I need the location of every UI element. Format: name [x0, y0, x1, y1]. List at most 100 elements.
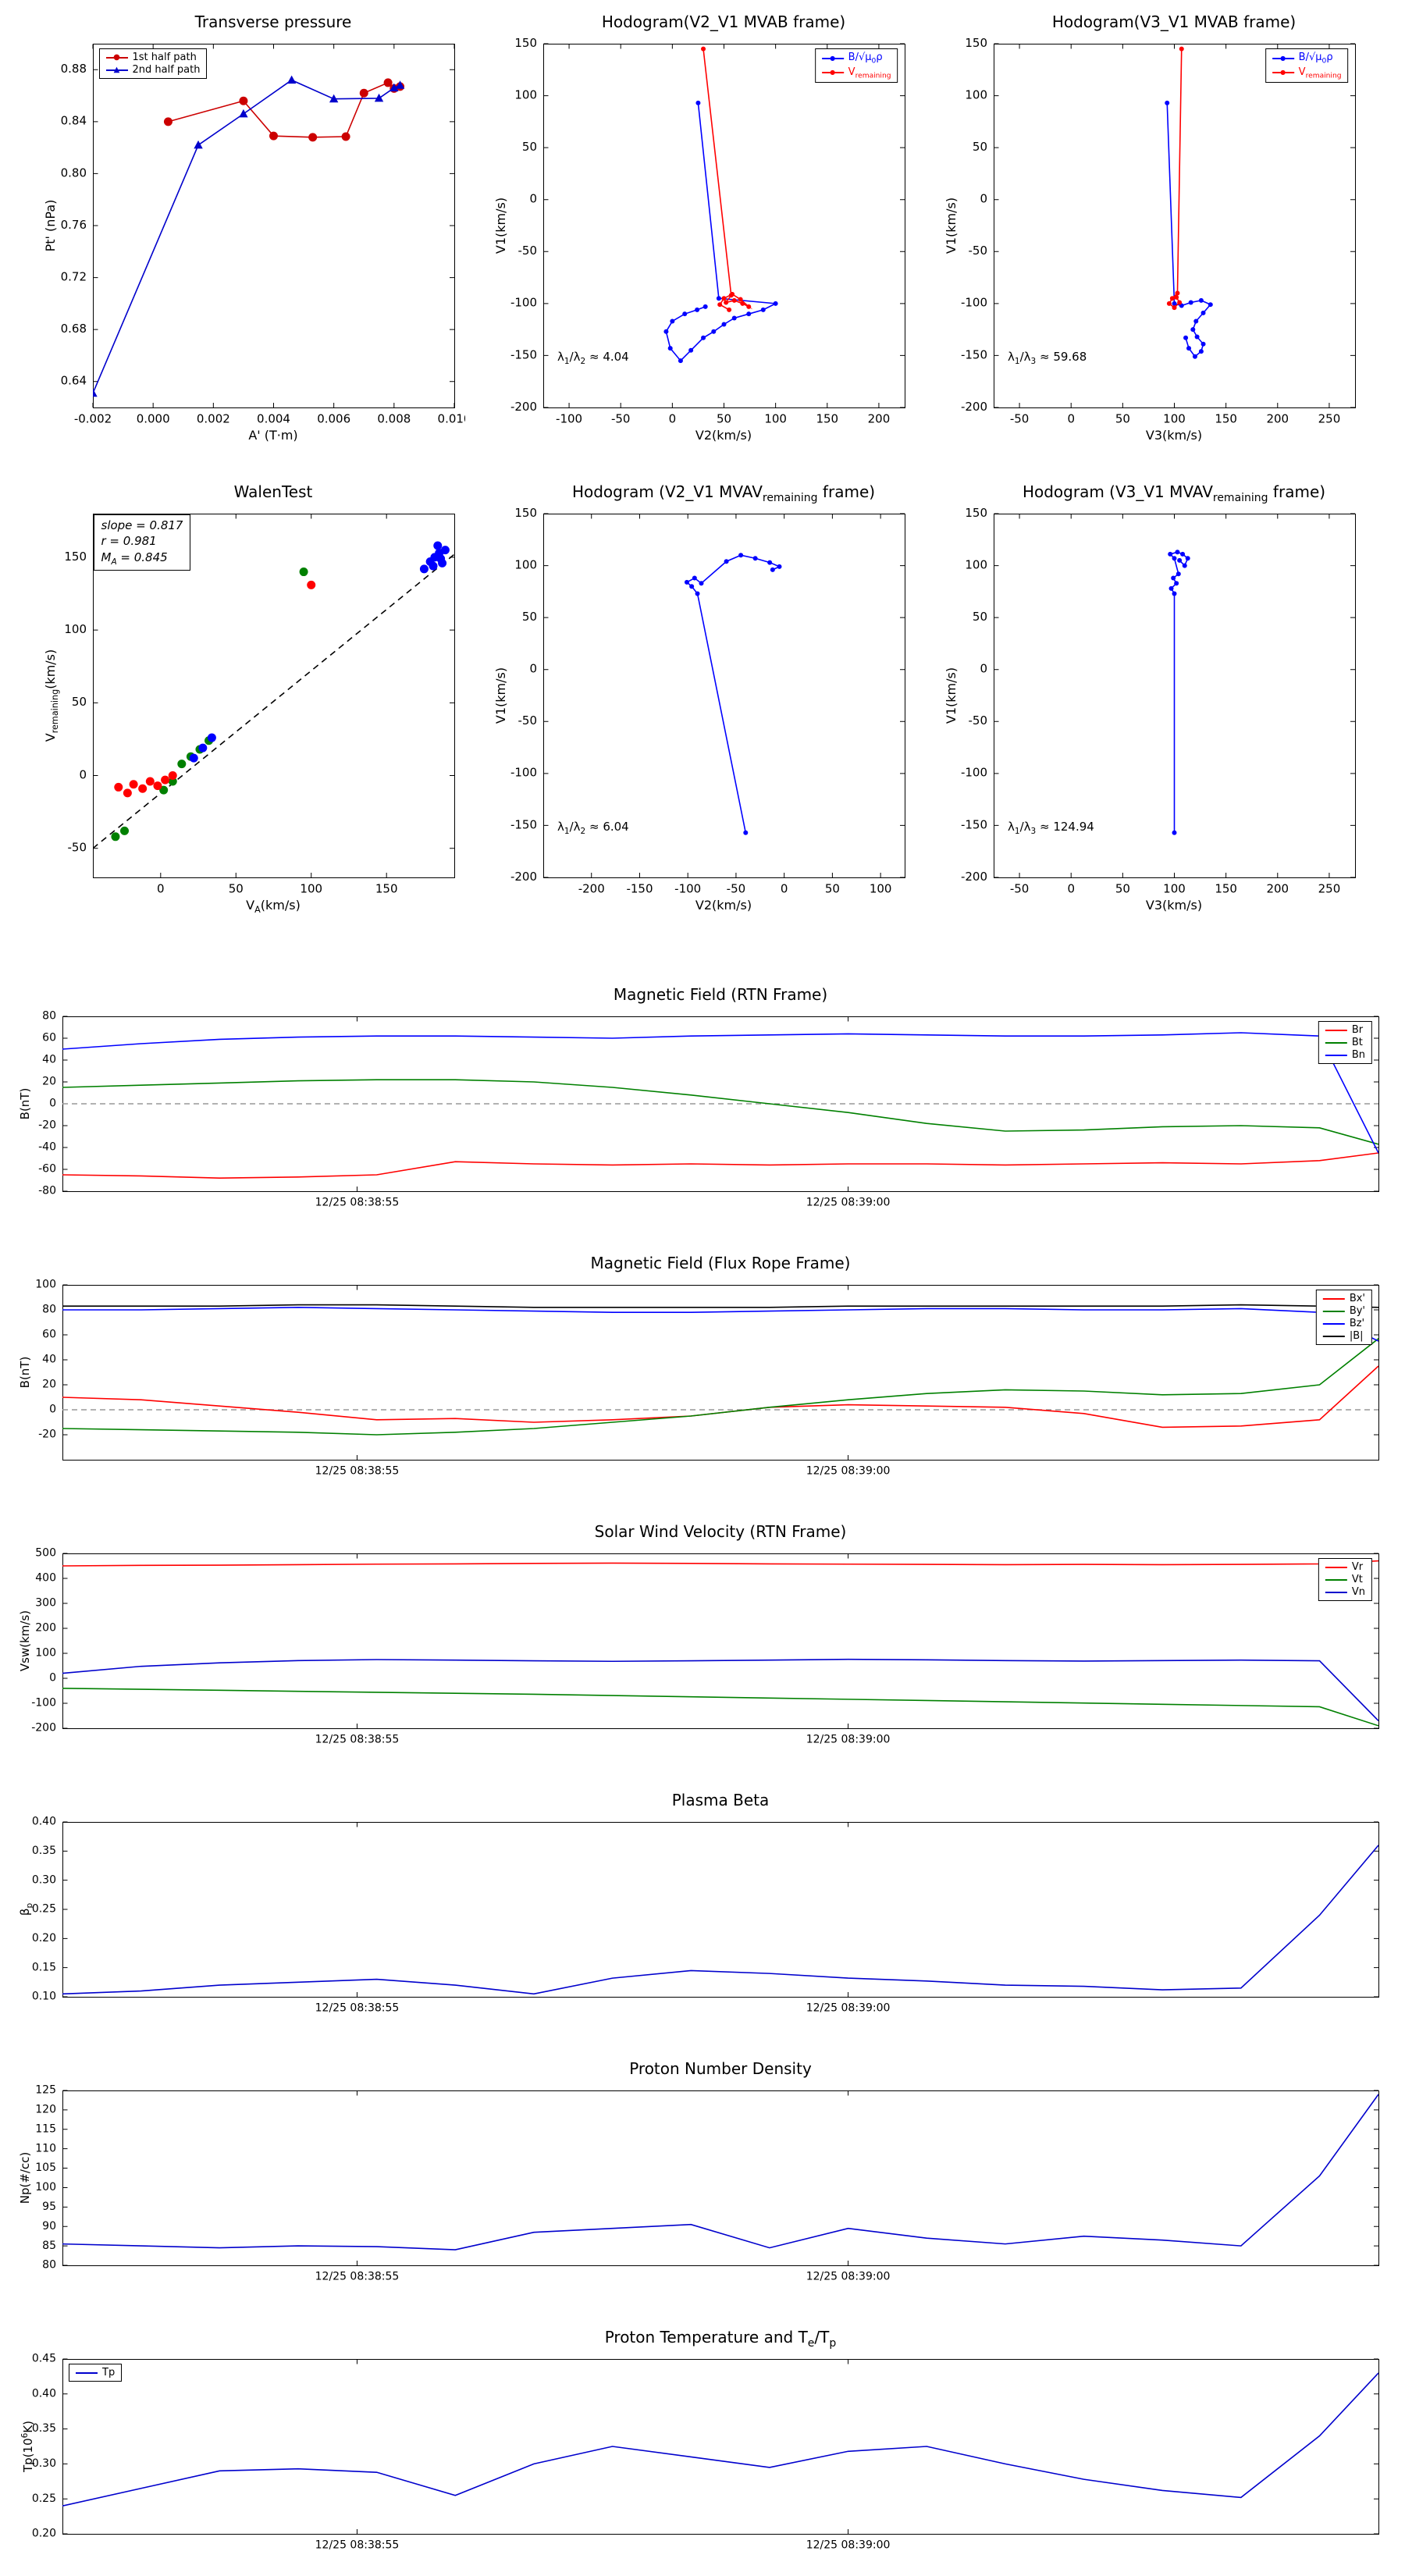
solar-wind-velocity-legend: Vr Vt Vn: [1318, 1558, 1372, 1601]
transverse-pressure-plot-area: Pt' (nPa) A' (T·m) ● 1st half path ▲ 2nd half…: [39, 36, 465, 445]
walen-test-plot-area: Vremaining(km/s) VA(km/s) slope = 0.817 r =…: [39, 506, 465, 916]
chart-proton-temperature: Proton Temperature and Te/Tp Tp(106K) Tp: [14, 2326, 1391, 2560]
proton-number-density-canvas: [14, 2083, 1391, 2292]
legend-line: [1325, 1578, 1347, 1581]
hodogram-v3v1-mvav-annotation: λ1/λ3 ≈ 124.94: [1008, 820, 1094, 837]
dot-marker-icon: ●: [830, 69, 836, 76]
legend-line-sample: ●: [1272, 68, 1294, 77]
transverse-pressure-xlabel: A' (T·m): [248, 428, 298, 443]
walen-test-stats-line: MA = 0.845: [101, 550, 168, 567]
legend-label: Vremaining: [1298, 66, 1342, 80]
legend-line-sample: ●: [1272, 54, 1294, 63]
transverse-pressure-canvas: [39, 36, 465, 445]
plasma-beta-title: Plasma Beta: [671, 1791, 770, 1809]
legend-line: [1325, 1591, 1347, 1593]
magnetic-field-rtn-legend-item: Bn: [1325, 1049, 1365, 1061]
legend-line: [1322, 1297, 1345, 1300]
legend-line-sample: [1325, 1563, 1347, 1572]
walen-test-stats-box: slope = 0.817 r = 0.981 MA = 0.845: [93, 514, 191, 571]
hodogram-v3v1-mvav-ylabel: V1(km/s): [943, 667, 959, 724]
legend-line: [1325, 1041, 1347, 1044]
solar-wind-velocity-legend-item: Vn: [1325, 1586, 1365, 1598]
magnetic-field-flux-rope-plot-area: B(nT) Bx' By' Bz' |B|: [14, 1277, 1391, 1486]
walen-test-xlabel: VA(km/s): [246, 898, 301, 916]
legend-line: [1272, 72, 1294, 74]
hodogram-v2v1-mvab-xlabel: V2(km/s): [695, 428, 752, 443]
legend-line: [1272, 57, 1294, 59]
time-series-stack: Magnetic Field (RTN Frame) B(nT) Br Bt Bn Ma…: [0, 984, 1405, 2560]
legend-line: [105, 69, 128, 71]
hodogram-v3v1-mvab-legend-item: ● B/√μ0ρ: [1272, 52, 1342, 66]
magnetic-field-rtn-title: Magnetic Field (RTN Frame): [613, 985, 828, 1004]
hodogram-v2v1-mvab-ylabel: V1(km/s): [493, 197, 508, 254]
magnetic-field-flux-rope-legend-item: By': [1322, 1305, 1365, 1317]
legend-line-sample: [1322, 1332, 1345, 1341]
chart-hodogram-v2v1-mvav: Hodogram (V2_V1 MVAVremaining frame) V1(k…: [489, 481, 916, 915]
hodogram-v3v1-mvab-xlabel: V3(km/s): [1145, 428, 1203, 443]
hodogram-v2v1-mvab-legend-item: ● B/√μ0ρ: [821, 52, 891, 66]
hodogram-v2v1-mvab-canvas: [489, 36, 916, 445]
proton-temperature-legend-item: Tp: [76, 2367, 115, 2379]
chart-hodogram-v2v1-mvab: Hodogram(V2_V1 MVAB frame) V1(km/s) V2(km/…: [489, 11, 916, 445]
hodogram-v2v1-mvab-legend-item: ● Vremaining: [821, 66, 891, 80]
chart-magnetic-field-rtn: Magnetic Field (RTN Frame) B(nT) Br Bt Bn: [14, 984, 1391, 1218]
solar-wind-velocity-canvas: [14, 1546, 1391, 1755]
legend-line: [821, 57, 844, 59]
magnetic-field-flux-rope-legend: Bx' By' Bz' |B|: [1315, 1290, 1372, 1345]
hodogram-v2v1-mvab-title: Hodogram(V2_V1 MVAB frame): [601, 12, 846, 31]
hodogram-v3v1-mvav-xlabel: V3(km/s): [1145, 898, 1203, 913]
legend-label: Br: [1351, 1024, 1364, 1036]
hodogram-v3v1-mvab-plot-area: V1(km/s) V3(km/s) λ1/λ3 ≈ 59.68 ● B/√μ0ρ ● Vre…: [940, 36, 1366, 445]
top-row-2: WalenTest Vremaining(km/s) VA(km/s) slope =…: [0, 481, 1405, 915]
magnetic-field-flux-rope-legend-item: |B|: [1322, 1330, 1365, 1342]
magnetic-field-flux-rope-ylabel: B(nT): [18, 1356, 32, 1389]
hodogram-v3v1-mvab-annotation: λ1/λ3 ≈ 59.68: [1008, 350, 1087, 367]
legend-line: [1325, 1029, 1347, 1031]
magnetic-field-flux-rope-legend-item: Bz': [1322, 1318, 1365, 1329]
legend-label: 2nd half path: [132, 64, 201, 76]
legend-label: B/√μ0ρ: [848, 52, 883, 66]
triangle-marker-icon: ▲: [113, 65, 120, 74]
legend-label: 1st half path: [132, 52, 197, 63]
legend-line: [1322, 1322, 1345, 1325]
plasma-beta-plot-area: βp: [14, 1814, 1391, 2023]
chart-solar-wind-velocity: Solar Wind Velocity (RTN Frame) Vsw(km/s)…: [14, 1521, 1391, 1755]
hodogram-v2v1-mvab-annotation: λ1/λ2 ≈ 4.04: [557, 350, 629, 367]
legend-label: Vn: [1351, 1586, 1365, 1598]
legend-line: [76, 2371, 98, 2374]
magnetic-field-flux-rope-legend-item: Bx': [1322, 1293, 1365, 1304]
legend-line-sample: [1325, 1575, 1347, 1585]
legend-line-sample: [1322, 1319, 1345, 1329]
legend-line-sample: [76, 2368, 98, 2378]
proton-temperature-legend: Tp: [69, 2364, 123, 2382]
legend-line-sample: ▲: [105, 65, 128, 75]
legend-label: Vt: [1351, 1574, 1363, 1585]
magnetic-field-rtn-legend: Br Bt Bn: [1318, 1021, 1372, 1064]
chart-plasma-beta: Plasma Beta βp: [14, 1789, 1391, 2023]
proton-temperature-canvas: [14, 2351, 1391, 2560]
hodogram-v3v1-mvab-legend: ● B/√μ0ρ ● Vremaining: [1264, 48, 1349, 84]
legend-line-sample: [1322, 1294, 1345, 1304]
proton-temperature-plot-area: Tp(106K) Tp: [14, 2351, 1391, 2560]
legend-label: |B|: [1349, 1330, 1364, 1342]
legend-line: [1322, 1310, 1345, 1312]
chart-proton-number-density: Proton Number Density Np(#/cc): [14, 2058, 1391, 2292]
legend-label: Bn: [1351, 1049, 1365, 1061]
hodogram-v2v1-mvav-ylabel: V1(km/s): [493, 667, 508, 724]
magnetic-field-rtn-ylabel: B(nT): [18, 1087, 32, 1120]
magnetic-field-rtn-plot-area: B(nT) Br Bt Bn: [14, 1009, 1391, 1218]
transverse-pressure-legend-item: ● 1st half path: [105, 52, 201, 63]
proton-number-density-ylabel: Np(#/cc): [18, 2151, 32, 2204]
walen-test-canvas: [39, 506, 465, 915]
transverse-pressure-ylabel: Pt' (nPa): [42, 199, 58, 252]
legend-line: [1325, 1054, 1347, 1056]
hodogram-v3v1-mvav-canvas: [940, 506, 1366, 915]
solar-wind-velocity-legend-item: Vt: [1325, 1574, 1365, 1585]
magnetic-field-flux-rope-canvas: [14, 1277, 1391, 1486]
hodogram-v2v1-mvav-canvas: [489, 506, 916, 915]
chart-walen-test: WalenTest Vremaining(km/s) VA(km/s) slope =…: [39, 481, 465, 916]
magnetic-field-rtn-canvas: [14, 1009, 1391, 1218]
dot-marker-icon: ●: [1280, 54, 1286, 62]
dot-marker-icon: ●: [830, 54, 836, 62]
legend-label: Vr: [1351, 1561, 1364, 1573]
